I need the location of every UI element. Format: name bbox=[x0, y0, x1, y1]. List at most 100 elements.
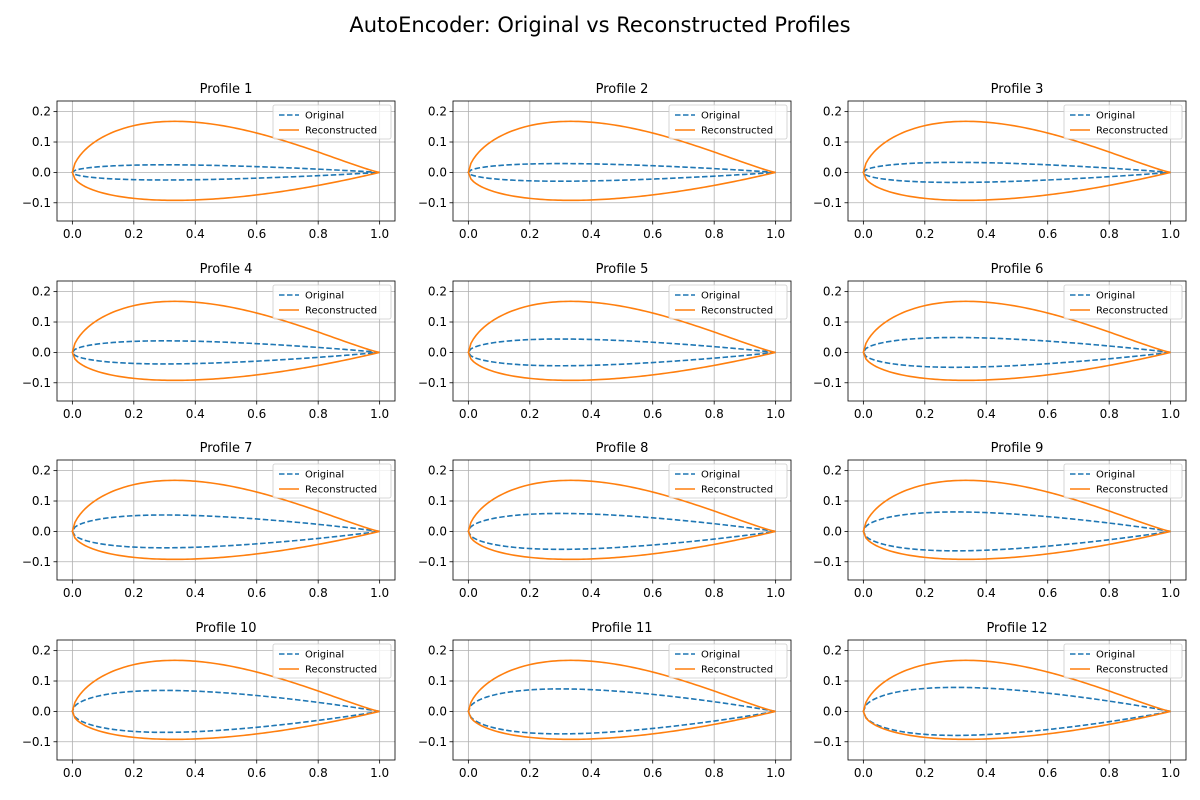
y-tick-label: 0.2 bbox=[428, 105, 447, 119]
x-tick-label: 0.4 bbox=[977, 586, 996, 600]
y-tick-label: −0.1 bbox=[813, 735, 842, 749]
x-tick-label: 0.2 bbox=[124, 766, 143, 780]
x-tick-label: 0.0 bbox=[63, 766, 82, 780]
x-tick-label: 0.2 bbox=[520, 227, 539, 241]
y-tick-label: 0.2 bbox=[32, 464, 51, 478]
x-tick-label: 0.8 bbox=[309, 407, 328, 421]
x-tick-label: 0.0 bbox=[854, 227, 873, 241]
subplot-3: Profile 3 0.0 0.2 0.4 0.6 0.8 1.0 −0.1 0.0 0.1 0.2… bbox=[813, 82, 1187, 241]
x-tick-label: 0.2 bbox=[520, 407, 539, 421]
x-tick-label: 1.0 bbox=[766, 766, 785, 780]
y-tick-label: −0.1 bbox=[418, 555, 447, 569]
legend: Original Reconstructed bbox=[668, 104, 788, 140]
legend-box bbox=[272, 463, 392, 499]
x-tick-label: 0.8 bbox=[309, 586, 328, 600]
legend-label-original: Original bbox=[305, 291, 344, 302]
x-tick-label: 0.0 bbox=[63, 227, 82, 241]
y-tick-label: 0.2 bbox=[32, 644, 51, 658]
x-tick-label: 0.0 bbox=[459, 766, 478, 780]
legend-label-original: Original bbox=[701, 291, 740, 302]
legend: Original Reconstructed bbox=[1063, 104, 1183, 140]
legend-box bbox=[272, 284, 392, 320]
y-tick-label: 0.0 bbox=[32, 345, 51, 359]
axes-frame bbox=[452, 100, 792, 222]
legend: Original Reconstructed bbox=[272, 643, 392, 679]
legend-label-reconstructed: Reconstructed bbox=[305, 665, 377, 676]
x-tick-label: 1.0 bbox=[1161, 407, 1180, 421]
x-tick-label: 1.0 bbox=[370, 227, 389, 241]
y-tick-label: 0.2 bbox=[823, 644, 842, 658]
y-tick-label: 0.2 bbox=[823, 464, 842, 478]
y-tick-label: −0.1 bbox=[418, 196, 447, 210]
y-tick-label: −0.1 bbox=[418, 735, 447, 749]
x-tick-label: 0.8 bbox=[1100, 407, 1119, 421]
y-tick-label: 0.0 bbox=[428, 165, 447, 179]
x-tick-label: 0.2 bbox=[124, 586, 143, 600]
legend-box bbox=[1063, 284, 1183, 320]
y-tick-label: 0.1 bbox=[32, 674, 51, 688]
legend-label-reconstructed: Reconstructed bbox=[305, 485, 377, 496]
legend-box bbox=[272, 104, 392, 140]
legend-label-original: Original bbox=[701, 650, 740, 661]
legend-box bbox=[1063, 643, 1183, 679]
legend-label-original: Original bbox=[701, 111, 740, 122]
x-tick-label: 1.0 bbox=[1161, 586, 1180, 600]
x-tick-label: 0.6 bbox=[643, 407, 662, 421]
x-tick-label: 0.2 bbox=[915, 586, 934, 600]
axes-frame bbox=[847, 459, 1187, 581]
subplot-6: Profile 6 0.0 0.2 0.4 0.6 0.8 1.0 −0.1 0.0 0.1 0.2… bbox=[813, 262, 1187, 421]
x-tick-label: 0.4 bbox=[186, 227, 205, 241]
x-tick-label: 1.0 bbox=[1161, 766, 1180, 780]
x-tick-label: 0.6 bbox=[247, 766, 266, 780]
subplot-1: Profile 1 0.0 0.2 0.4 0.6 0.8 1.0 −0.1 0.0 0.1 0.2… bbox=[22, 82, 396, 241]
subplot-11: Profile 11 0.0 0.2 0.4 0.6 0.8 1.0 −0.1 0.0 0.1 0.… bbox=[418, 621, 792, 780]
legend-label-reconstructed: Reconstructed bbox=[701, 665, 773, 676]
y-tick-label: 0.0 bbox=[823, 704, 842, 718]
x-tick-label: 0.4 bbox=[582, 227, 601, 241]
subplot-5: Profile 5 0.0 0.2 0.4 0.6 0.8 1.0 −0.1 0.0 0.1 0.2… bbox=[418, 262, 792, 421]
subplot-10: Profile 10 0.0 0.2 0.4 0.6 0.8 1.0 −0.1 0.0 0.1 0.… bbox=[22, 621, 396, 780]
y-tick-label: 0.0 bbox=[428, 524, 447, 538]
subplot-2: Profile 2 0.0 0.2 0.4 0.6 0.8 1.0 −0.1 0.0 0.1 0.2… bbox=[418, 82, 792, 241]
x-tick-label: 0.6 bbox=[1038, 586, 1057, 600]
x-tick-label: 0.6 bbox=[247, 407, 266, 421]
x-tick-label: 0.4 bbox=[186, 586, 205, 600]
y-tick-label: 0.0 bbox=[32, 524, 51, 538]
x-tick-label: 0.0 bbox=[854, 586, 873, 600]
legend-box bbox=[668, 463, 788, 499]
x-tick-label: 0.8 bbox=[309, 766, 328, 780]
y-tick-label: 0.1 bbox=[823, 315, 842, 329]
subplot-title: Profile 1 bbox=[200, 82, 253, 97]
y-tick-label: 0.0 bbox=[428, 704, 447, 718]
legend: Original Reconstructed bbox=[272, 284, 392, 320]
y-tick-label: 0.1 bbox=[32, 494, 51, 508]
y-tick-label: −0.1 bbox=[22, 555, 51, 569]
y-tick-label: 0.1 bbox=[32, 135, 51, 149]
x-tick-label: 1.0 bbox=[370, 586, 389, 600]
legend: Original Reconstructed bbox=[272, 463, 392, 499]
subplot-title: Profile 9 bbox=[991, 441, 1044, 456]
x-tick-label: 0.2 bbox=[520, 586, 539, 600]
legend-label-reconstructed: Reconstructed bbox=[701, 306, 773, 317]
subplot-title: Profile 10 bbox=[195, 621, 256, 636]
y-tick-label: −0.1 bbox=[813, 555, 842, 569]
subplot-title: Profile 8 bbox=[596, 441, 649, 456]
x-tick-label: 1.0 bbox=[766, 227, 785, 241]
x-tick-label: 0.2 bbox=[124, 227, 143, 241]
legend: Original Reconstructed bbox=[1063, 284, 1183, 320]
x-tick-label: 1.0 bbox=[370, 407, 389, 421]
legend-box bbox=[668, 643, 788, 679]
x-tick-label: 0.6 bbox=[643, 586, 662, 600]
x-tick-label: 0.8 bbox=[1100, 766, 1119, 780]
legend: Original Reconstructed bbox=[272, 104, 392, 140]
y-tick-label: 0.2 bbox=[32, 285, 51, 299]
x-tick-label: 0.0 bbox=[854, 407, 873, 421]
figure-title: AutoEncoder: Original vs Reconstructed P… bbox=[349, 13, 850, 37]
series-original bbox=[71, 340, 380, 365]
legend-box bbox=[1063, 463, 1183, 499]
x-tick-label: 0.0 bbox=[63, 586, 82, 600]
y-tick-label: 0.1 bbox=[823, 494, 842, 508]
axes-frame bbox=[56, 459, 396, 581]
y-tick-label: 0.1 bbox=[32, 315, 51, 329]
axes-frame bbox=[847, 100, 1187, 222]
